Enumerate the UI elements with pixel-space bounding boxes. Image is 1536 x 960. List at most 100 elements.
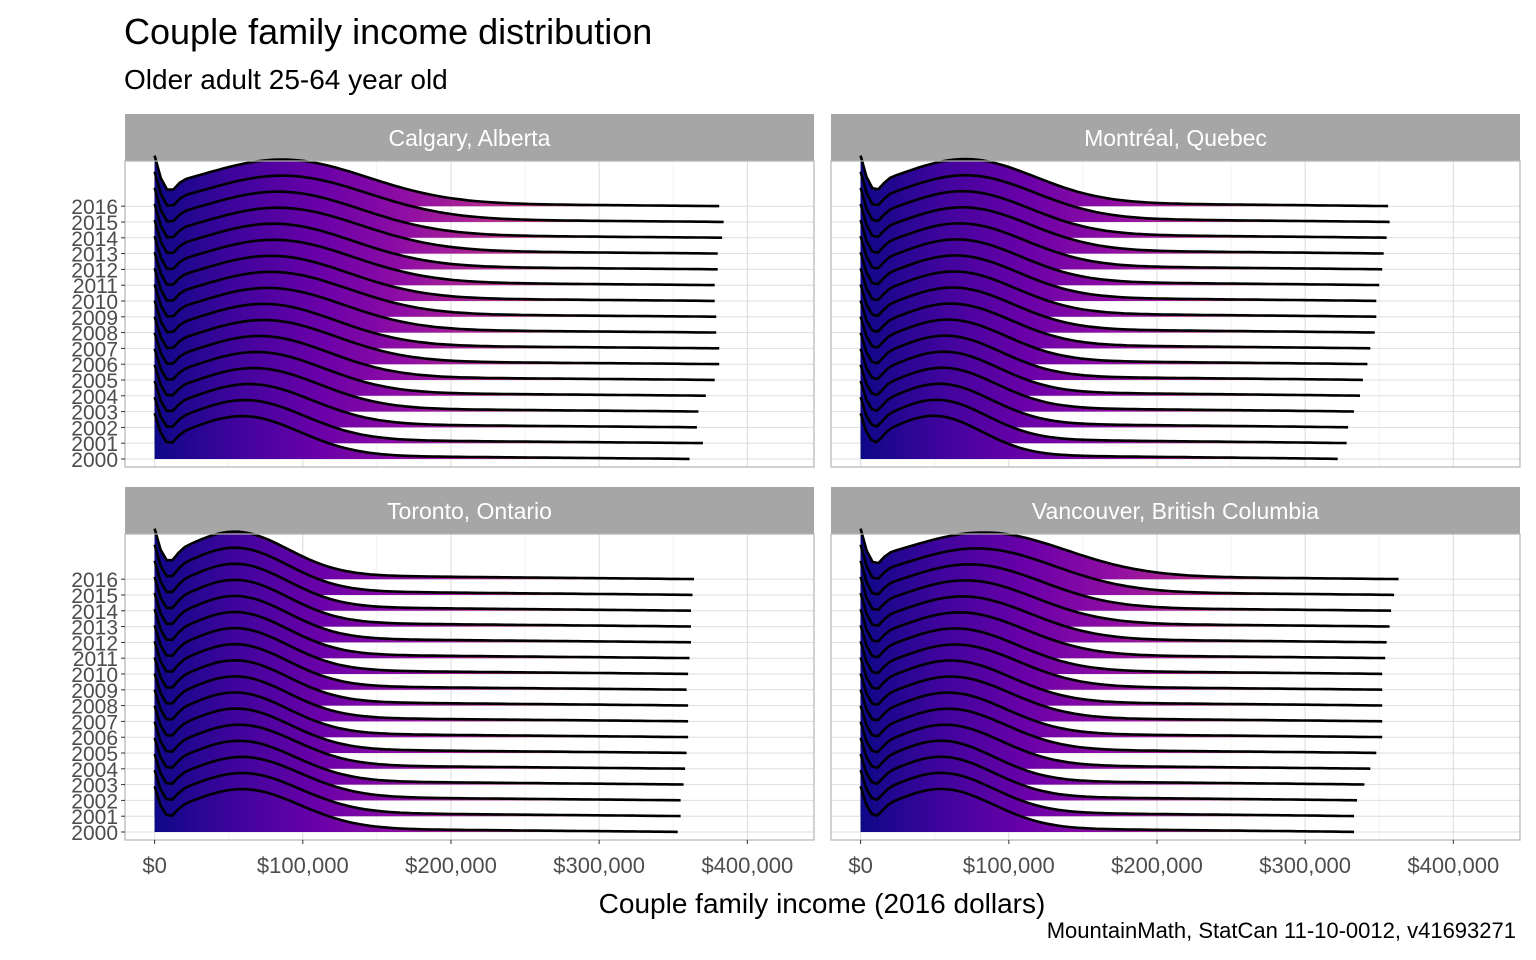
ridge-line — [859, 769, 1355, 818]
y-tick-label: 2008 — [71, 323, 118, 346]
ridge-line — [859, 544, 1395, 597]
x-tick-label: $300,000 — [553, 853, 645, 878]
facet-strip — [125, 487, 814, 534]
ridge-line — [153, 705, 687, 755]
ridge-line — [859, 348, 1361, 397]
y-tick-label: 2004 — [71, 386, 118, 409]
facet-strip — [831, 487, 1520, 534]
x-tick-label: $400,000 — [1407, 853, 1499, 878]
ridge-line — [859, 219, 1383, 271]
panel-border — [124, 160, 815, 468]
ridge-line — [859, 657, 1383, 707]
y-tick-label: 2000 — [71, 822, 118, 845]
ridge-line — [153, 608, 690, 660]
ridge-line — [153, 624, 689, 676]
y-tick-label: 2009 — [71, 307, 118, 330]
facet-panel: Toronto, Ontario 200020012002200320042005… — [71, 487, 815, 878]
y-tick-label: 2012 — [71, 632, 118, 655]
y-tick-label: 2011 — [73, 648, 118, 671]
y-tick-label: 2006 — [71, 727, 118, 750]
panel-border — [124, 533, 815, 841]
ridge-line — [859, 705, 1377, 755]
ridge-line — [859, 267, 1377, 318]
y-tick-label: 2006 — [71, 354, 118, 377]
x-tick-label: $100,000 — [257, 853, 349, 878]
x-axis-title: Couple family income (2016 dollars) — [599, 888, 1046, 919]
ridge-line — [153, 300, 720, 350]
y-tick-label: 2015 — [71, 585, 118, 608]
ridge-line — [859, 364, 1355, 413]
x-tick-label: $300,000 — [1259, 853, 1351, 878]
y-tick-label: 2001 — [71, 806, 118, 829]
ridge-line — [153, 219, 718, 271]
y-tick-label: 2007 — [71, 338, 118, 361]
ridge-line — [859, 689, 1383, 739]
y-tick-label: 2008 — [71, 696, 118, 719]
ridge-line — [153, 203, 718, 255]
ridge-line — [859, 155, 1389, 208]
y-tick-label: 2003 — [71, 775, 118, 798]
ridge-line — [859, 300, 1371, 350]
ridge-line — [859, 332, 1363, 382]
y-tick-label: 2004 — [71, 759, 118, 782]
ridge-line — [859, 284, 1375, 334]
y-tick-label: 2013 — [71, 244, 118, 267]
ridge-line — [859, 235, 1380, 287]
ridge-line — [153, 396, 703, 445]
ridge-line — [153, 412, 690, 461]
y-tick-label: 2003 — [71, 402, 118, 425]
panel-border — [830, 533, 1521, 841]
ridge-line — [153, 267, 717, 318]
ridge-line — [153, 576, 692, 628]
ridge-line — [859, 721, 1371, 770]
ridge-line — [859, 753, 1358, 802]
ridge-line — [153, 544, 693, 597]
facet-label: Toronto, Ontario — [387, 498, 552, 524]
y-tick-label: 2001 — [71, 433, 118, 456]
ridge-line — [859, 737, 1365, 786]
ridge-line — [859, 203, 1384, 255]
y-tick-label: 2010 — [71, 291, 118, 314]
x-tick-label: $100,000 — [963, 853, 1055, 878]
ridge-line — [859, 640, 1383, 691]
ridge-line — [153, 673, 689, 723]
ridge-line — [859, 380, 1349, 429]
ridge-line — [859, 785, 1355, 834]
x-tick-label: $200,000 — [405, 853, 497, 878]
ridge-line — [859, 528, 1399, 581]
ridge-line — [859, 187, 1387, 239]
ridge-line — [153, 721, 686, 770]
ridge-line — [153, 235, 715, 287]
facet-panels: Calgary, Alberta200020012002200320042005… — [71, 114, 1521, 878]
y-tick-label: 2002 — [71, 790, 118, 813]
panel-border — [830, 160, 1521, 468]
ridge-line — [153, 560, 692, 612]
x-tick-label: $0 — [142, 853, 166, 878]
ridge-line — [153, 737, 684, 786]
y-tick-label: 2015 — [71, 212, 118, 235]
y-tick-label: 2002 — [71, 417, 118, 440]
ridge-line — [859, 592, 1387, 644]
y-tick-label: 2013 — [71, 617, 118, 640]
ridge-line — [859, 412, 1338, 461]
y-tick-label: 2010 — [71, 664, 118, 687]
chart-caption: MountainMath, StatCan 11-10-0012, v41693… — [1047, 918, 1516, 943]
ridge-line — [153, 251, 715, 303]
facet-label: Calgary, Alberta — [389, 125, 551, 151]
ridge-line — [153, 316, 720, 366]
ridge-line — [153, 348, 706, 397]
chart-title: Couple family income distribution — [124, 11, 652, 52]
y-tick-label: 2016 — [71, 196, 118, 219]
ridge-fill — [860, 786, 1354, 832]
x-tick-label: $200,000 — [1111, 853, 1203, 878]
ridge-line — [859, 251, 1377, 303]
ridge-line — [859, 608, 1386, 660]
ridge-fill — [154, 413, 690, 459]
facet-panel: Calgary, Alberta 200020012002200320042005… — [71, 114, 815, 472]
y-tick-label: 2005 — [71, 743, 118, 766]
y-tick-label: 2005 — [71, 370, 118, 393]
ridge-line — [153, 753, 681, 802]
y-tick-label: 2014 — [71, 228, 118, 251]
ridge-line — [153, 592, 692, 644]
